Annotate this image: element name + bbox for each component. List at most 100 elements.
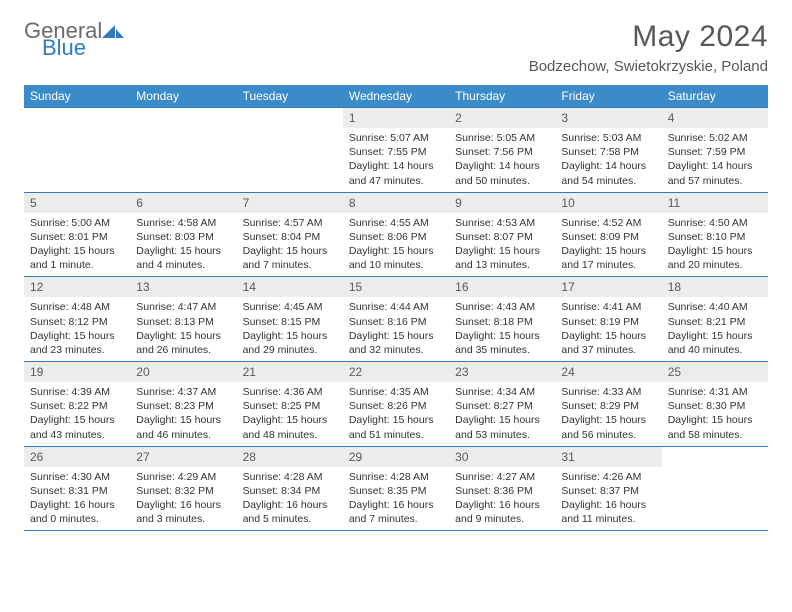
calendar-day: 27Sunrise: 4:29 AMSunset: 8:32 PMDayligh… <box>130 447 236 531</box>
day-number: 31 <box>555 447 661 467</box>
sunset-line: Sunset: 8:03 PM <box>136 230 230 244</box>
day-number: 4 <box>662 108 768 128</box>
daylight-line: Daylight: 15 hours and 17 minutes. <box>561 244 655 272</box>
calendar-day: 9Sunrise: 4:53 AMSunset: 8:07 PMDaylight… <box>449 193 555 277</box>
calendar-day: 23Sunrise: 4:34 AMSunset: 8:27 PMDayligh… <box>449 362 555 446</box>
calendar-day: 22Sunrise: 4:35 AMSunset: 8:26 PMDayligh… <box>343 362 449 446</box>
daylight-line: Daylight: 15 hours and 53 minutes. <box>455 413 549 441</box>
sunrise-line: Sunrise: 4:47 AM <box>136 300 230 314</box>
sunrise-line: Sunrise: 5:07 AM <box>349 131 443 145</box>
sunset-line: Sunset: 8:18 PM <box>455 315 549 329</box>
daylight-line: Daylight: 14 hours and 50 minutes. <box>455 159 549 187</box>
calendar-day: 17Sunrise: 4:41 AMSunset: 8:19 PMDayligh… <box>555 277 661 361</box>
dow-sunday: Sunday <box>24 85 130 107</box>
sunset-line: Sunset: 8:06 PM <box>349 230 443 244</box>
sunset-line: Sunset: 7:55 PM <box>349 145 443 159</box>
calendar-day: 19Sunrise: 4:39 AMSunset: 8:22 PMDayligh… <box>24 362 130 446</box>
daylight-line: Daylight: 16 hours and 0 minutes. <box>30 498 124 526</box>
day-body: Sunrise: 5:02 AMSunset: 7:59 PMDaylight:… <box>662 128 768 192</box>
day-number: 10 <box>555 193 661 213</box>
dow-thursday: Thursday <box>449 85 555 107</box>
calendar-day: 15Sunrise: 4:44 AMSunset: 8:16 PMDayligh… <box>343 277 449 361</box>
day-number: 9 <box>449 193 555 213</box>
sunset-line: Sunset: 8:36 PM <box>455 484 549 498</box>
day-number: 22 <box>343 362 449 382</box>
sunrise-line: Sunrise: 4:33 AM <box>561 385 655 399</box>
day-body: Sunrise: 4:44 AMSunset: 8:16 PMDaylight:… <box>343 297 449 361</box>
sunrise-line: Sunrise: 4:55 AM <box>349 216 443 230</box>
daylight-line: Daylight: 15 hours and 26 minutes. <box>136 329 230 357</box>
sunrise-line: Sunrise: 4:40 AM <box>668 300 762 314</box>
sunset-line: Sunset: 8:25 PM <box>243 399 337 413</box>
daylight-line: Daylight: 16 hours and 11 minutes. <box>561 498 655 526</box>
sunrise-line: Sunrise: 4:41 AM <box>561 300 655 314</box>
sunrise-line: Sunrise: 4:27 AM <box>455 470 549 484</box>
sunrise-line: Sunrise: 4:37 AM <box>136 385 230 399</box>
day-body: Sunrise: 5:05 AMSunset: 7:56 PMDaylight:… <box>449 128 555 192</box>
daylight-line: Daylight: 15 hours and 35 minutes. <box>455 329 549 357</box>
day-body: Sunrise: 5:03 AMSunset: 7:58 PMDaylight:… <box>555 128 661 192</box>
day-body: Sunrise: 4:40 AMSunset: 8:21 PMDaylight:… <box>662 297 768 361</box>
sunset-line: Sunset: 8:04 PM <box>243 230 337 244</box>
day-body: Sunrise: 4:53 AMSunset: 8:07 PMDaylight:… <box>449 213 555 277</box>
sunrise-line: Sunrise: 4:28 AM <box>243 470 337 484</box>
day-number: 6 <box>130 193 236 213</box>
dow-tuesday: Tuesday <box>237 85 343 107</box>
day-body: Sunrise: 4:36 AMSunset: 8:25 PMDaylight:… <box>237 382 343 446</box>
daylight-line: Daylight: 15 hours and 37 minutes. <box>561 329 655 357</box>
daylight-line: Daylight: 15 hours and 29 minutes. <box>243 329 337 357</box>
logo-text-blue: Blue <box>42 35 86 60</box>
day-number: 30 <box>449 447 555 467</box>
daylight-line: Daylight: 15 hours and 56 minutes. <box>561 413 655 441</box>
sunrise-line: Sunrise: 4:36 AM <box>243 385 337 399</box>
sunrise-line: Sunrise: 4:30 AM <box>30 470 124 484</box>
day-body: Sunrise: 4:50 AMSunset: 8:10 PMDaylight:… <box>662 213 768 277</box>
day-number: 3 <box>555 108 661 128</box>
calendar-day: 31Sunrise: 4:26 AMSunset: 8:37 PMDayligh… <box>555 447 661 531</box>
day-body: Sunrise: 4:31 AMSunset: 8:30 PMDaylight:… <box>662 382 768 446</box>
dow-monday: Monday <box>130 85 236 107</box>
sunrise-line: Sunrise: 4:50 AM <box>668 216 762 230</box>
daylight-line: Daylight: 15 hours and 51 minutes. <box>349 413 443 441</box>
day-body: Sunrise: 4:30 AMSunset: 8:31 PMDaylight:… <box>24 467 130 531</box>
sunset-line: Sunset: 7:58 PM <box>561 145 655 159</box>
daylight-line: Daylight: 16 hours and 7 minutes. <box>349 498 443 526</box>
calendar-day: 7Sunrise: 4:57 AMSunset: 8:04 PMDaylight… <box>237 193 343 277</box>
daylight-line: Daylight: 16 hours and 9 minutes. <box>455 498 549 526</box>
calendar-day: 16Sunrise: 4:43 AMSunset: 8:18 PMDayligh… <box>449 277 555 361</box>
sunset-line: Sunset: 8:37 PM <box>561 484 655 498</box>
day-number: 13 <box>130 277 236 297</box>
day-number: 15 <box>343 277 449 297</box>
calendar-week: 5Sunrise: 5:00 AMSunset: 8:01 PMDaylight… <box>24 192 768 277</box>
day-body: Sunrise: 4:37 AMSunset: 8:23 PMDaylight:… <box>130 382 236 446</box>
day-number: 17 <box>555 277 661 297</box>
daylight-line: Daylight: 15 hours and 48 minutes. <box>243 413 337 441</box>
sunrise-line: Sunrise: 4:43 AM <box>455 300 549 314</box>
calendar-day: 24Sunrise: 4:33 AMSunset: 8:29 PMDayligh… <box>555 362 661 446</box>
daylight-line: Daylight: 15 hours and 40 minutes. <box>668 329 762 357</box>
calendar-day: 5Sunrise: 5:00 AMSunset: 8:01 PMDaylight… <box>24 193 130 277</box>
day-body: Sunrise: 4:39 AMSunset: 8:22 PMDaylight:… <box>24 382 130 446</box>
day-body: Sunrise: 5:07 AMSunset: 7:55 PMDaylight:… <box>343 128 449 192</box>
month-title: May 2024 <box>529 20 768 54</box>
sunrise-line: Sunrise: 4:39 AM <box>30 385 124 399</box>
calendar-day: 26Sunrise: 4:30 AMSunset: 8:31 PMDayligh… <box>24 447 130 531</box>
logo: General Blue <box>24 20 124 66</box>
calendar-day: 12Sunrise: 4:48 AMSunset: 8:12 PMDayligh… <box>24 277 130 361</box>
day-body: Sunrise: 4:52 AMSunset: 8:09 PMDaylight:… <box>555 213 661 277</box>
sunset-line: Sunset: 8:29 PM <box>561 399 655 413</box>
calendar-day: 3Sunrise: 5:03 AMSunset: 7:58 PMDaylight… <box>555 108 661 192</box>
location-text: Bodzechow, Swietokrzyskie, Poland <box>529 58 768 75</box>
day-body: Sunrise: 4:43 AMSunset: 8:18 PMDaylight:… <box>449 297 555 361</box>
sunset-line: Sunset: 8:13 PM <box>136 315 230 329</box>
daylight-line: Daylight: 15 hours and 7 minutes. <box>243 244 337 272</box>
sunset-line: Sunset: 8:32 PM <box>136 484 230 498</box>
sunset-line: Sunset: 8:21 PM <box>668 315 762 329</box>
daylight-line: Daylight: 15 hours and 1 minute. <box>30 244 124 272</box>
day-body: Sunrise: 4:58 AMSunset: 8:03 PMDaylight:… <box>130 213 236 277</box>
day-body: Sunrise: 4:55 AMSunset: 8:06 PMDaylight:… <box>343 213 449 277</box>
calendar-day: 10Sunrise: 4:52 AMSunset: 8:09 PMDayligh… <box>555 193 661 277</box>
sunset-line: Sunset: 7:59 PM <box>668 145 762 159</box>
daylight-line: Daylight: 15 hours and 46 minutes. <box>136 413 230 441</box>
day-number: 21 <box>237 362 343 382</box>
